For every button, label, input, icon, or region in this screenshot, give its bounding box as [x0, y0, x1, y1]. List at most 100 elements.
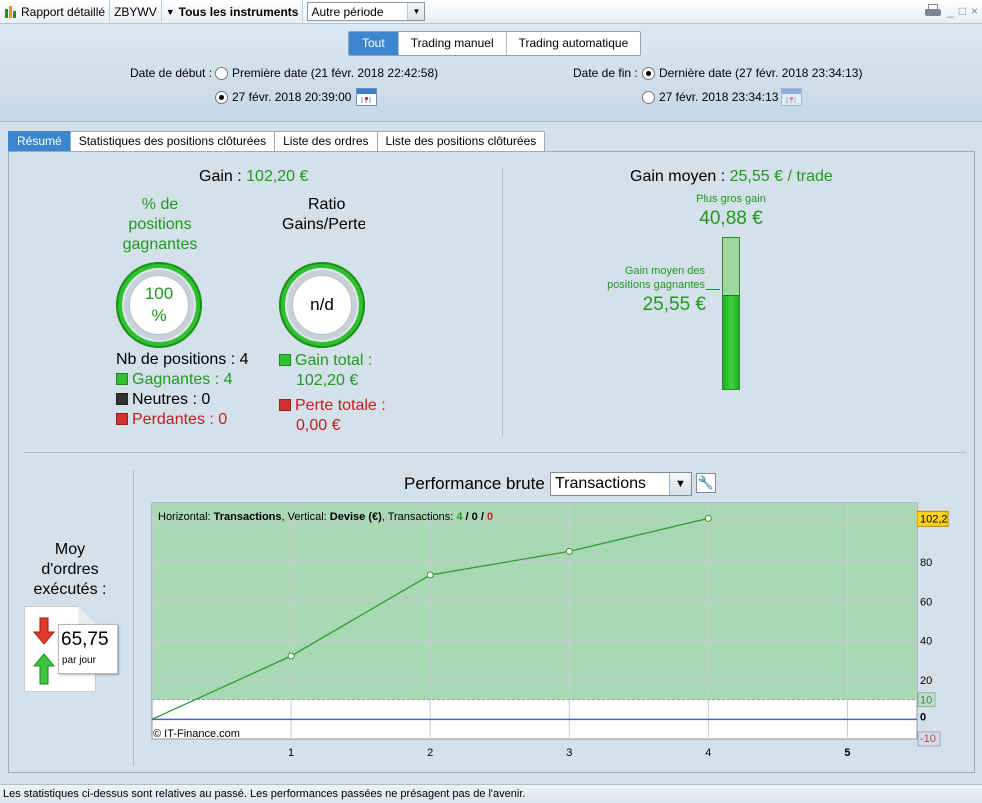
end-date-label: Date de fin :: [573, 66, 638, 80]
start-date-label: Date de début :: [130, 66, 213, 80]
total-gain: Gain total : 102,20 €: [279, 351, 372, 391]
x-tick-label: 1: [288, 747, 294, 759]
avg-winning-label-line: Gain moyen des: [624, 265, 705, 277]
black-square-icon: [116, 393, 128, 405]
positive-area: [153, 504, 916, 700]
tab-summary[interactable]: Résumé: [8, 131, 71, 151]
report-tabs: Résumé Statistiques des positions clôtur…: [8, 131, 546, 151]
avg-orders-title-line: exécutés :: [33, 581, 107, 598]
account-label[interactable]: ZBYWV: [110, 0, 162, 24]
gain-value: 102,20 €: [246, 168, 309, 185]
total-gain-label: Gain total :: [295, 352, 373, 369]
radio-checked-icon: [642, 66, 655, 80]
seg-all[interactable]: Tout: [349, 32, 399, 55]
ratio-donut: n/d: [279, 262, 365, 348]
minimize-icon[interactable]: _: [947, 4, 954, 18]
gain-bar-fill: [723, 295, 739, 389]
green-square-icon: [279, 354, 291, 366]
data-point: [426, 571, 434, 579]
period-value: Autre période: [311, 4, 384, 19]
winning-pct-donut: 100%: [116, 262, 202, 348]
start-custom-label: 27 févr. 2018 20:39:00: [232, 90, 352, 104]
total-gain-value: 102,20 €: [296, 372, 359, 389]
start-custom-radio[interactable]: 27 févr. 2018 20:39:00: [215, 90, 351, 104]
winning-pct-title: % de positions gagnantes: [110, 195, 210, 255]
marker-label: -10: [920, 733, 936, 745]
trading-type-segmented: Tout Trading manuel Trading automatique: [348, 31, 642, 56]
end-custom-radio[interactable]: 27 févr. 2018 23:34:13: [642, 90, 778, 104]
losers-label: Perdantes : 0: [132, 411, 228, 428]
marker-box: [917, 731, 941, 747]
biggest-gain-label: Plus gros gain: [696, 193, 766, 205]
candlestick-icon: [4, 5, 18, 19]
data-point: [287, 652, 295, 660]
performance-mode-select[interactable]: Transactions ▼: [550, 472, 692, 496]
maximize-icon[interactable]: □: [958, 4, 966, 18]
x-tick-label: 2: [427, 747, 433, 759]
y-tick-label: 40: [920, 636, 932, 648]
marker-box: [917, 692, 936, 708]
radio-icon: [642, 90, 655, 104]
status-bar: Les statistiques ci-dessus sont relative…: [0, 784, 982, 803]
avg-orders-title-line: Moy: [54, 541, 86, 558]
gain-label: Gain :: [199, 168, 242, 185]
biggest-gain-value: 40,88 €: [699, 208, 763, 229]
x-tick-label: 5: [844, 747, 850, 759]
tab-closed-list[interactable]: Liste des positions clôturées: [376, 131, 546, 151]
radio-icon: [215, 66, 228, 80]
instruments-dropdown[interactable]: ▼ Tous les instruments: [162, 0, 304, 24]
last-value-label: 102,2: [920, 513, 948, 525]
avg-gain-value: 25,55 € / trade: [729, 168, 833, 185]
avg-winning-value: 25,55 €: [642, 294, 706, 315]
pointer-line: [706, 289, 720, 290]
x-tick-label: 3: [566, 747, 572, 759]
chart-copyright: © IT-Finance.com: [153, 728, 240, 740]
winning-pct-sign: %: [151, 306, 167, 325]
start-first-radio[interactable]: Première date (21 févr. 2018 22:42:58): [215, 66, 438, 80]
avg-gain-label: Gain moyen :: [630, 168, 726, 185]
end-last-radio[interactable]: Dernière date (27 févr. 2018 23:34:13): [642, 66, 862, 80]
winning-pct-title-line: % de: [141, 196, 179, 213]
ratio-title-line: Ratio: [308, 196, 346, 213]
positions-count: Nb de positions : 4: [116, 351, 249, 368]
gain-heading: Gain : 102,20 €: [199, 168, 308, 186]
calendar-icon[interactable]: [356, 88, 377, 106]
printer-icon[interactable]: [924, 3, 942, 19]
chart-info: Horizontal: Transactions, Vertical: Devi…: [158, 511, 493, 523]
orders-value: 65,75: [61, 629, 109, 650]
close-icon[interactable]: ×: [970, 4, 978, 18]
marker-label: 0: [920, 711, 926, 723]
red-square-icon: [279, 399, 291, 411]
seg-auto[interactable]: Trading automatique: [506, 32, 641, 55]
performance-mode-value: Transactions: [555, 475, 646, 492]
avg-gain-heading: Gain moyen : 25,55 € / trade: [630, 168, 833, 186]
total-loss-value: 0,00 €: [296, 417, 341, 434]
seg-manual[interactable]: Trading manuel: [398, 32, 507, 55]
period-select[interactable]: Autre période ▼: [307, 2, 426, 21]
instruments-label: Tous les instruments: [178, 4, 299, 19]
filters-area: Tout Trading manuel Trading automatique …: [0, 24, 982, 122]
green-square-icon: [116, 373, 128, 385]
tab-closed-stats[interactable]: Statistiques des positions clôturées: [69, 131, 276, 151]
y-tick-label: 80: [920, 557, 932, 569]
total-loss: Perte totale : 0,00 €: [279, 396, 386, 436]
wrench-button[interactable]: 🔧: [696, 473, 716, 493]
divider: [133, 470, 134, 766]
winning-pct-title-line: gagnantes: [122, 236, 198, 253]
calendar-icon[interactable]: [781, 88, 802, 106]
y-tick-label: 60: [920, 596, 932, 608]
red-square-icon: [116, 413, 128, 425]
performance-title: Performance brute: [404, 474, 545, 493]
window-controls: _ □ ×: [924, 3, 978, 19]
detailed-report-button[interactable]: Rapport détaillé: [0, 0, 111, 24]
start-first-label: Première date (21 févr. 2018 22:42:58): [232, 66, 439, 80]
neutral-label: Neutres : 0: [132, 391, 211, 408]
wrench-icon: 🔧: [697, 475, 715, 490]
dropdown-arrow-icon: ▼: [407, 3, 425, 20]
radio-checked-icon: [215, 90, 228, 104]
tab-orders[interactable]: Liste des ordres: [274, 131, 378, 151]
divider: [24, 452, 966, 453]
ratio-title-line: Gains/Perte: [282, 216, 365, 233]
orders-unit: par jour: [62, 655, 96, 666]
orders-document-icon: [24, 606, 96, 692]
